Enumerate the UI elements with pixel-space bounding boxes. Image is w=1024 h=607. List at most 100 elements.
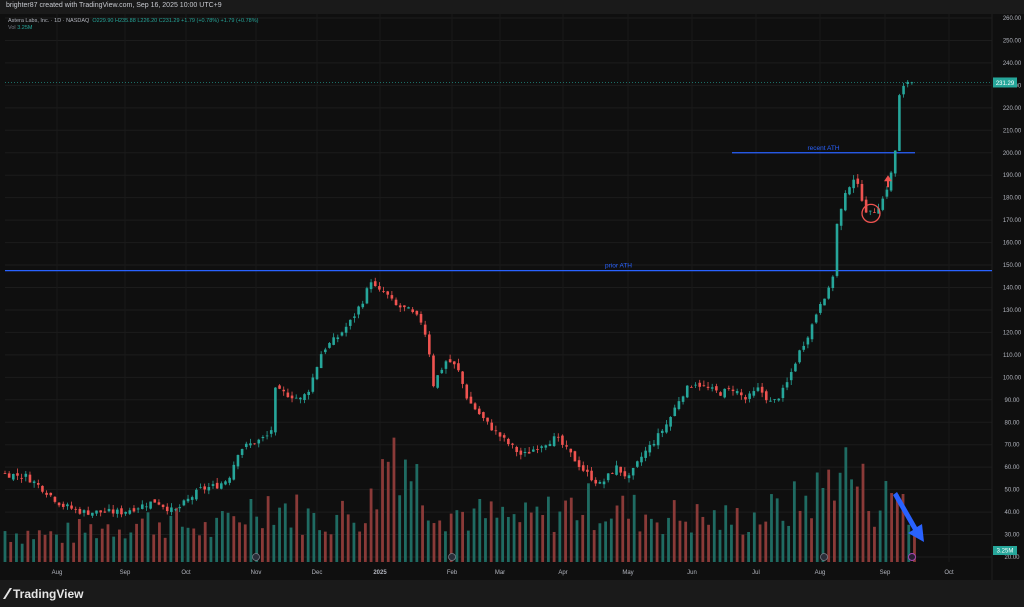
volume-bar [644,514,648,562]
chart-legend: Astera Labs, Inc. · 1D · NASDAQ O229.90 … [8,18,258,32]
candle-body [357,306,360,315]
candle-body [378,286,381,290]
volume-bar [37,530,41,562]
candle-body [764,391,768,401]
candle-body [740,392,743,396]
candle-body [3,473,7,474]
volume-bar [335,514,339,562]
candle-body [28,474,32,483]
candle-body [419,314,423,323]
up-arrow-icon [884,175,892,188]
candle-body [652,443,656,446]
candle-body [199,487,202,489]
volume-bar [9,541,13,562]
volume-bar [72,542,76,562]
volume-bar [243,524,247,562]
candle-body [165,506,169,512]
candle-body [207,487,211,491]
candle-body [839,208,843,226]
candle-body [57,502,61,506]
candle-body [561,435,564,445]
volume-bar [798,510,802,562]
volume-bar [375,509,379,562]
candle-body [902,85,905,95]
candle-body [132,508,136,512]
volume-bar [381,459,384,562]
horizontal-line-label: recent ATH [807,145,839,152]
candle-body [269,430,273,434]
volume-bar [146,512,150,562]
volume-bar [770,494,773,562]
y-tick-label: 180.00 [1003,196,1022,202]
candle-body [340,332,344,336]
volume-bar [901,494,905,562]
candle-body [228,477,231,483]
volume-bar [838,472,842,562]
volume-bar [261,528,264,562]
candle-body [324,349,327,353]
horizontal-line-label: prior ATH [605,263,632,270]
volume-bar [878,510,882,562]
candle-body [889,172,893,191]
volume-bar [95,538,98,562]
candle-body [581,465,585,471]
volume-bar [392,437,396,562]
volume-bar [238,522,241,562]
earnings-marker-icon [448,553,456,561]
candle-body [319,354,323,369]
price-chart[interactable]: 20.00 30.00 40.00 50.00 60.00 70.00 80.00 90.00… [0,14,1024,580]
volume-bar [272,524,276,562]
volume-bar [827,469,831,562]
candle-body [848,187,851,195]
x-tick-label: Sep [120,570,131,576]
candle-body [382,291,385,292]
candle-body [257,439,261,444]
candle-body [748,393,751,399]
candle-body [253,443,256,445]
volume-bar [632,494,636,562]
y-tick-label: 160.00 [1003,241,1022,247]
chart-area[interactable]: 20.00 30.00 40.00 50.00 60.00 70.00 80.00 90.00… [0,14,1024,580]
candle-body [644,450,647,458]
y-tick-label: 60.00 [1004,465,1020,471]
volume-bar [278,507,281,562]
candle-body [403,305,406,308]
volume-bar [192,528,196,562]
candle-body [190,497,194,500]
candle-body [573,451,577,462]
y-tick-label: 100.00 [1003,375,1022,381]
dividend-marker-icon [908,553,916,561]
candle-body [702,385,706,387]
volume-bar [833,500,836,562]
volume-bar [873,526,876,562]
y-tick-label: 30.00 [1004,533,1020,539]
candle-body [473,403,477,410]
candle-body [452,361,456,365]
candle-body [648,444,652,453]
volume-bar [587,483,590,562]
candle-body [61,503,65,507]
candle-body [261,436,265,439]
candle-body [798,350,801,363]
x-tick-label: Oct [944,570,954,576]
candle-body [556,436,560,438]
candle-body [12,473,15,480]
candle-body [407,307,410,309]
volume-bar [672,500,676,562]
candle-body [881,198,885,210]
candle-body [299,397,302,400]
candle-body [336,337,340,340]
candle-body [877,208,880,214]
volume-bar [810,518,813,562]
candle-body [502,435,506,438]
candle-body [311,377,315,392]
candle-body [369,282,373,290]
candle-body [885,189,889,197]
tradingview-logo[interactable]: ⁄⁄ TradingView [6,585,83,603]
candle-body [490,422,494,431]
volume-bar [695,504,699,562]
candle-body [215,482,219,489]
volume-bar [432,523,436,562]
volume-bar [215,517,219,562]
candle-body [211,484,215,486]
